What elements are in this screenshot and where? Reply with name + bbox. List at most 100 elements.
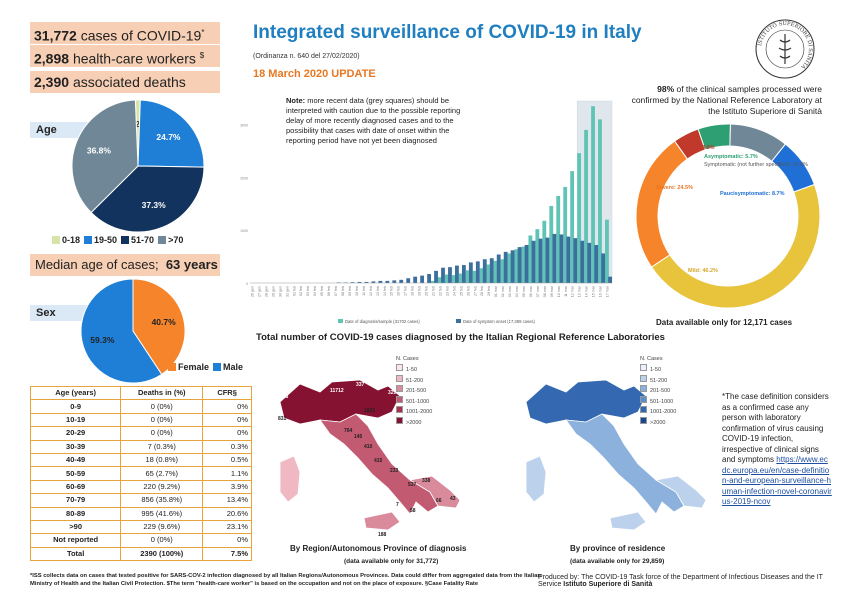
age-cell: 70-79 (29, 493, 122, 508)
x-tick-label: 21 feb (431, 286, 435, 296)
table-row: 60-69 220 (9.2%) 3.9% (29, 479, 252, 495)
x-tick-label: 06 feb (327, 286, 331, 296)
y-tick-label: 3000 (240, 124, 248, 128)
bar (489, 258, 494, 283)
deaths-cell: 0 (0%) (120, 426, 204, 441)
ordinance-text: (Ordinanza n. 640 del 27/02/2020) (253, 53, 360, 60)
legend-label: Male (223, 362, 244, 372)
age-legend: 0-18 19-50 51-70 >70 (52, 235, 187, 245)
region-case-label: 145 (354, 434, 363, 440)
bar (431, 280, 435, 283)
y-tick-label: 0 (246, 282, 248, 286)
y-tick-label: 1000 (240, 229, 248, 233)
stat-cases: 31,772 cases of COVID-19* (30, 22, 220, 44)
map-legend-entry: 1-50 (640, 364, 676, 375)
cfr-cell: 0% (202, 412, 252, 428)
x-tick-label: 05 feb (320, 286, 324, 296)
cfr-cell: 0.3% (202, 439, 252, 454)
bar (448, 267, 452, 283)
legend-label: 0-18 (62, 235, 81, 245)
table-header-row: Age (years) Deaths in (%) CFR§ (29, 385, 252, 401)
legend-entry: Male (213, 362, 243, 372)
legend-label: Female (178, 362, 210, 372)
donut-label: Critical: 4.6% (680, 145, 715, 151)
update-date: 18 March 2020 UPDATE (253, 68, 376, 80)
region-case-label: 329 (388, 390, 397, 396)
map-legend-entry: 501-1000 (396, 395, 432, 407)
x-tick-label: 29 gen (271, 286, 275, 297)
bar (444, 274, 449, 283)
x-tick-label: 11 mar (564, 285, 568, 297)
legend-label: 51-200 (650, 377, 668, 384)
pie-label: 37.3% (142, 200, 167, 210)
bar (468, 262, 473, 283)
table-row: 40-49 18 (0.8%) 0.5% (29, 452, 252, 468)
map-legend-entry: 1001-2000 (640, 406, 676, 417)
bar (563, 186, 568, 283)
x-tick-label: 12 mar (571, 285, 575, 297)
province-map-subcaption: (data available only for 29,859) (570, 558, 665, 565)
legend-label: 51-200 (406, 377, 424, 384)
donut-label: Mild: 46.2% (688, 268, 718, 274)
region-case-label: 43 (450, 496, 456, 502)
bar (475, 261, 480, 283)
province-map-legend: N. Cases 1-50 51-200 201-500 501-1000 1001-20… (640, 356, 676, 427)
legend-label: Date of symptom onset (17,389 cases) (463, 319, 536, 324)
x-tick-label: 23 feb (445, 286, 449, 296)
region-map-caption: By Region/Autonomous Province of diagnos… (290, 544, 467, 553)
x-tick-label: 07 mar (536, 285, 540, 297)
bar (385, 280, 390, 283)
pie-slice (90, 165, 205, 233)
province-map-caption: By province of residence (570, 544, 666, 553)
bar (601, 253, 606, 283)
x-tick-label: 17 feb (404, 286, 408, 296)
deaths-cell: 2390 (100%) (120, 546, 204, 562)
map-region (279, 379, 401, 425)
map-legend-title: N. Cases (396, 356, 419, 362)
bar (461, 265, 466, 283)
deaths-cell: 18 (0.8%) (120, 452, 204, 468)
age-cell: 0-9 (29, 399, 122, 414)
bar (528, 235, 533, 283)
region-case-label: 11712 (330, 388, 344, 394)
maps-title: Total number of COVID-19 cases diagnosed… (256, 332, 665, 343)
pie-slice (80, 278, 163, 384)
x-tick-label: 27 feb (473, 286, 477, 296)
deaths-cell: 7 (0.3%) (120, 439, 204, 454)
table-row: 30-39 7 (0.3%) 0.3% (29, 439, 252, 454)
x-tick-label: 01 feb (292, 286, 296, 296)
x-tick-label: 16 mar (599, 285, 603, 297)
bar (587, 242, 592, 283)
bar (517, 247, 522, 283)
map-region (279, 455, 301, 503)
bar (531, 240, 536, 283)
x-tick-label: 26 feb (466, 286, 470, 296)
produced-by: Produced by: The COVID-19 Task force of … (538, 574, 823, 588)
bar (503, 251, 508, 283)
x-tick-label: 10 mar (557, 285, 561, 297)
stat-deaths: 2,390 associated deaths (30, 71, 220, 93)
case-definition-link[interactable]: https://www.ecdc.europa.eu/en/case-defin… (722, 455, 832, 506)
page-title: Integrated surveillance of COVID-19 in I… (253, 22, 642, 43)
legend-label: 1-50 (406, 367, 418, 373)
bar (608, 276, 612, 283)
region-case-label: 415 (374, 458, 383, 464)
header-deaths: Deaths in (%) (120, 385, 204, 401)
legend-label: 201-500 (406, 388, 427, 394)
cfr-cell: 0% (202, 533, 252, 548)
legend-label: >2000 (406, 419, 422, 426)
x-tick-label: 06 mar (529, 285, 533, 297)
legend-label: >2000 (650, 419, 666, 426)
x-tick-label: 08 mar (543, 285, 547, 297)
legend-label: 1-50 (650, 367, 662, 373)
cfr-cell: 23.1% (202, 519, 252, 535)
legend-entry: 0-18 (52, 235, 80, 245)
pie-label: 24.7% (156, 132, 181, 142)
cfr-cell: 20.6% (202, 506, 252, 521)
legend-label: 201-500 (650, 388, 671, 394)
x-tick-label: 11 feb (362, 286, 366, 296)
map-legend-entry: 1001-2000 (396, 406, 432, 417)
bar (493, 260, 498, 283)
table-row: >90 229 (9.6%) 23.1% (29, 519, 252, 535)
age-cell: 50-59 (29, 466, 122, 481)
